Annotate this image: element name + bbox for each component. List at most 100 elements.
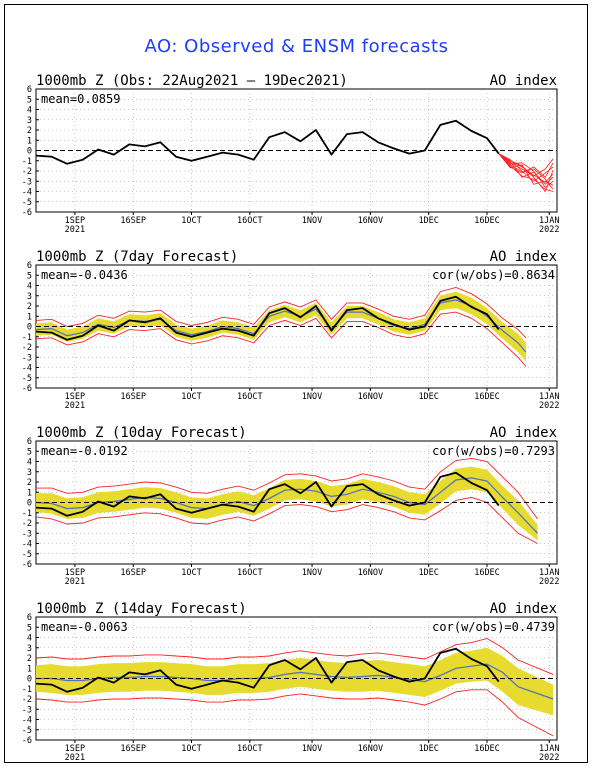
x-tick-year-label: 2022 [539,577,559,587]
y-tick-label: -1 [22,509,32,519]
x-tick-label: 1DEC [418,216,438,226]
x-tick-label: 16NOV [358,744,384,754]
x-tick-year-label: 2021 [65,401,85,411]
x-tick-label: 16DEC [474,216,500,226]
y-tick-label: 4 [27,106,32,116]
mean-label: mean=-0.0063 [41,620,128,634]
forecast-member-line [498,153,554,192]
x-tick-year-label: 2021 [65,577,85,587]
x-tick-label: 1OCT [181,568,201,578]
y-tick-label: -5 [22,726,32,736]
y-tick-label: 4 [27,634,32,644]
y-tick-label: 5 [27,95,32,105]
correlation-label: cor(w/obs)=0.8634 [432,268,555,282]
y-tick-label: 4 [27,282,32,292]
x-tick-label: 1JAN [539,392,559,402]
x-tick-year-label: 2022 [539,753,559,763]
x-tick-label: 1SEP [65,744,85,754]
y-tick-label: -3 [22,705,32,715]
x-tick-label: 16DEC [474,568,500,578]
correlation-label: cor(w/obs)=0.7293 [432,444,555,458]
y-tick-label: 5 [27,271,32,281]
y-tick-label: -6 [22,384,32,394]
x-tick-label: 1NOV [302,392,322,402]
x-tick-label: 1OCT [181,744,201,754]
x-tick-label: 1JAN [539,568,559,578]
y-tick-label: -5 [22,374,32,384]
ensemble-max-line [35,287,527,339]
y-tick-label: 5 [27,447,32,457]
main-title: AO: Observed & ENSM forecasts [144,36,449,57]
chart-panel-2: 1000mb Z (7day Forecast) AO index 1SEP2021… [22,249,560,411]
ensemble-max-line [36,457,538,520]
x-tick-label: 16NOV [358,392,384,402]
y-tick-label: -6 [22,736,32,746]
y-tick-label: 0 [27,323,32,333]
panel-index-label: AO index [490,73,557,89]
x-tick-label: 1SEP [65,568,85,578]
observed-line [35,471,500,517]
x-tick-label: 1OCT [181,216,201,226]
panel-index-label: AO index [490,601,557,617]
ensemble-max-line [35,638,554,675]
x-tick-year-label: 2022 [539,401,559,411]
x-tick-label: 16SEP [120,216,146,226]
x-tick-label: 1NOV [302,744,322,754]
x-tick-label: 1NOV [302,216,322,226]
x-tick-label: 16SEP [120,744,146,754]
y-tick-label: -2 [22,167,32,177]
x-tick-year-label: 2021 [65,225,85,235]
x-tick-label: 1NOV [302,568,322,578]
x-tick-label: 16NOV [358,216,384,226]
forecast-member-line [498,153,554,182]
x-tick-label: 1OCT [181,392,201,402]
y-tick-label: 3 [27,116,32,126]
mean-label: mean=-0.0436 [41,268,128,282]
ensemble-mean-line [36,663,554,700]
mean-label: mean=-0.0192 [41,444,128,458]
observed-line [35,295,500,341]
y-tick-label: 0 [27,499,32,509]
y-tick-label: -4 [22,364,32,374]
x-tick-label: 16SEP [120,568,146,578]
y-tick-label: 5 [27,623,32,633]
y-tick-label: -4 [22,540,32,550]
x-tick-label: 16DEC [474,744,500,754]
x-tick-label: 16OCT [237,744,263,754]
x-tick-label: 16OCT [237,392,263,402]
y-tick-label: -2 [22,519,32,529]
panel-index-label: AO index [490,425,557,441]
x-tick-label: 1JAN [539,744,559,754]
x-tick-label: 1DEC [418,392,438,402]
x-tick-label: 16NOV [358,568,384,578]
x-tick-label: 16SEP [120,392,146,402]
y-tick-label: -3 [22,353,32,363]
ensemble-mean-line [35,477,539,534]
ensemble-min-line [35,311,527,367]
panel-title: 1000mb Z (10day Forecast) [36,425,247,441]
chart-panel-3: 1000mb Z (10day Forecast) AO index1SEP202… [22,425,560,587]
ensemble-spread-band [36,647,554,716]
y-tick-label: -5 [22,550,32,560]
x-tick-label: 16DEC [474,392,500,402]
observed-line [35,119,500,165]
forecast-member-line [498,153,554,177]
y-tick-label: 2 [27,126,32,136]
y-tick-label: 1 [27,664,32,674]
y-tick-label: 3 [27,644,32,654]
y-tick-label: 2 [27,302,32,312]
x-tick-label: 1SEP [65,216,85,226]
y-tick-label: 0 [27,675,32,685]
mean-label: mean=0.0859 [41,92,120,106]
y-tick-label: 1 [27,136,32,146]
y-tick-label: -1 [22,333,32,343]
panel-title: 1000mb Z (14day Forecast) [36,601,247,617]
forecast-member-line [498,153,554,193]
y-tick-label: 6 [27,261,32,271]
y-tick-label: 1 [27,488,32,498]
x-tick-label: 1SEP [65,392,85,402]
forecast-member-line [498,153,554,188]
y-tick-label: -5 [22,198,32,208]
y-tick-label: 6 [27,85,32,95]
